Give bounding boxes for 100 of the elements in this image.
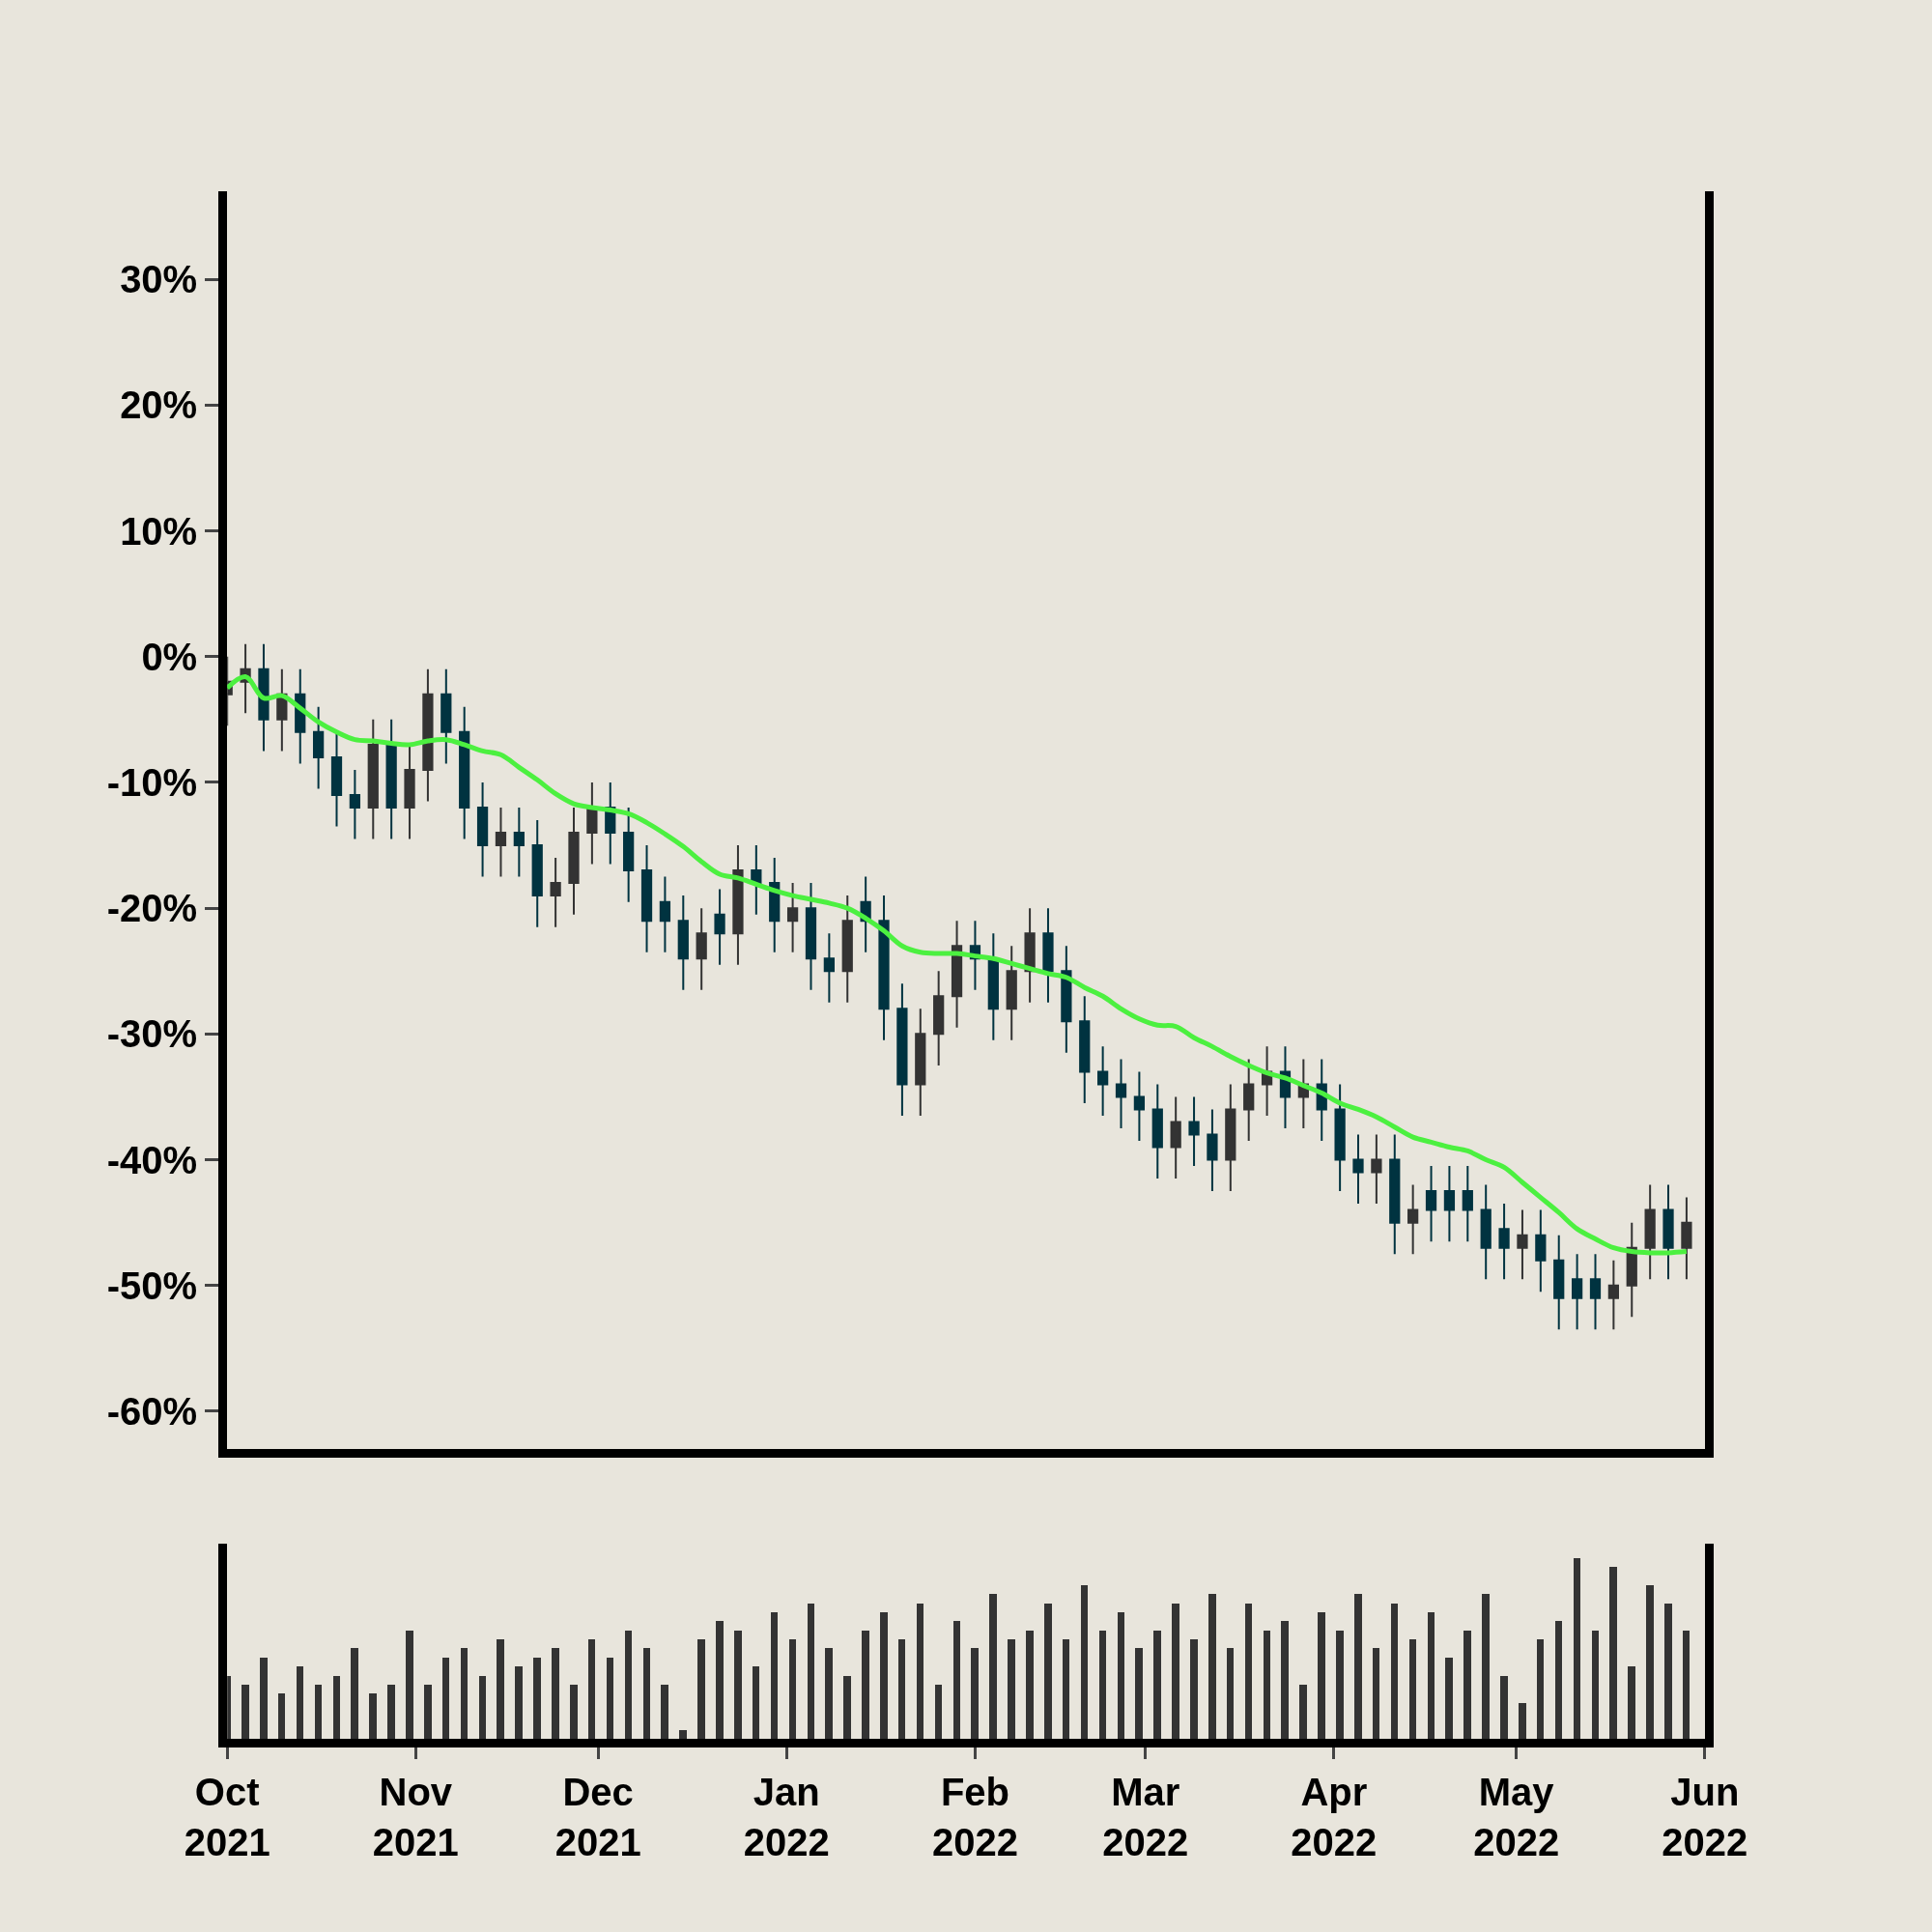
bar [1299,1685,1308,1739]
candlestick [1407,1183,1419,1256]
bar [1555,1621,1563,1739]
candlestick [896,982,908,1117]
x-tick-label: Jun 2022 [1662,1771,1748,1863]
bar [1264,1631,1271,1739]
bar [661,1685,669,1739]
x-tick-label: Jan 2022 [743,1771,830,1863]
bar [1683,1631,1690,1739]
bar [1008,1639,1016,1739]
candlestick [422,668,434,803]
bar [1354,1594,1363,1739]
y-tick-label: -50% [106,1264,198,1307]
bar [898,1639,906,1739]
bar [1118,1612,1125,1739]
candlestick [1352,1133,1364,1206]
bar [1373,1648,1380,1739]
candlestick [751,844,762,916]
candlestick [1207,1108,1218,1193]
y-tick-label: -40% [106,1138,198,1181]
bar [424,1685,433,1739]
candlestick [823,932,835,1004]
candlestick [640,844,653,953]
candlestick [878,895,890,1041]
bar [1500,1676,1509,1739]
candlestick [786,882,799,953]
y-tick-label: 20% [120,384,198,427]
bar [643,1648,651,1739]
bar [1482,1594,1491,1739]
bar [880,1612,889,1739]
x-tick-label: May 2022 [1473,1771,1560,1863]
candlestick [659,875,671,953]
candlestick [349,768,361,840]
bar [1099,1631,1107,1739]
candlestick [258,642,270,753]
bar [935,1685,943,1739]
candlestick [1589,1253,1602,1331]
candlestick [1061,945,1072,1054]
x-tick-label: Nov 2021 [372,1771,459,1863]
bar [1227,1648,1235,1739]
bar [843,1676,852,1739]
y-tick-label: -10% [106,760,198,804]
y-tick-label: -60% [106,1389,198,1433]
candlestick [1553,1234,1565,1331]
candlestick [1389,1133,1401,1256]
bar [862,1631,870,1739]
bar [497,1639,505,1739]
candlestick [1425,1165,1437,1243]
bar [588,1639,596,1739]
bar [753,1666,760,1739]
candlestick [568,806,580,916]
bar [1153,1631,1162,1739]
bar [1208,1594,1217,1739]
candlestick [933,970,945,1066]
bar [1409,1639,1417,1739]
candlestick [1097,1045,1109,1117]
candlestick [531,819,543,928]
bar [771,1612,779,1739]
candlestick [385,718,397,840]
x-tick-label: Mar 2022 [1102,1771,1189,1863]
bar [1172,1604,1180,1739]
bar [387,1685,396,1739]
y-tick-label: -20% [106,887,198,930]
candlestick [550,857,561,928]
candlestick [1243,1058,1255,1143]
bar [1664,1604,1673,1739]
bar [406,1631,414,1739]
candlestick [841,895,853,1004]
candlestick [1042,907,1054,1004]
candlestick [1170,1095,1181,1180]
bar [1537,1639,1545,1739]
candlestick [440,668,452,765]
candlestick [1225,1083,1236,1193]
candlestick [1626,1221,1637,1319]
y-tick-label: 0% [141,635,198,678]
candlestick [1681,1196,1692,1281]
candlestick [1644,1183,1656,1281]
bar [679,1730,688,1739]
bar [989,1594,998,1739]
candlestick [1443,1165,1456,1243]
bar [278,1693,286,1739]
bar [716,1621,724,1739]
candlestick [805,882,817,991]
bar [1445,1658,1454,1739]
candlestick [732,844,744,966]
bar [242,1685,250,1739]
bar [917,1604,924,1739]
candlestick [1133,1070,1146,1143]
bar [1044,1604,1053,1739]
bar [953,1621,961,1739]
bar [1574,1558,1581,1739]
x-tick-label: Oct 2021 [184,1771,270,1863]
candlestick [586,781,598,866]
candlestick [1517,1208,1528,1281]
bar [1245,1604,1253,1739]
bar [789,1639,797,1739]
bar [1592,1631,1600,1739]
bar [315,1685,323,1739]
bar [971,1648,980,1739]
candlestick [1462,1165,1473,1243]
